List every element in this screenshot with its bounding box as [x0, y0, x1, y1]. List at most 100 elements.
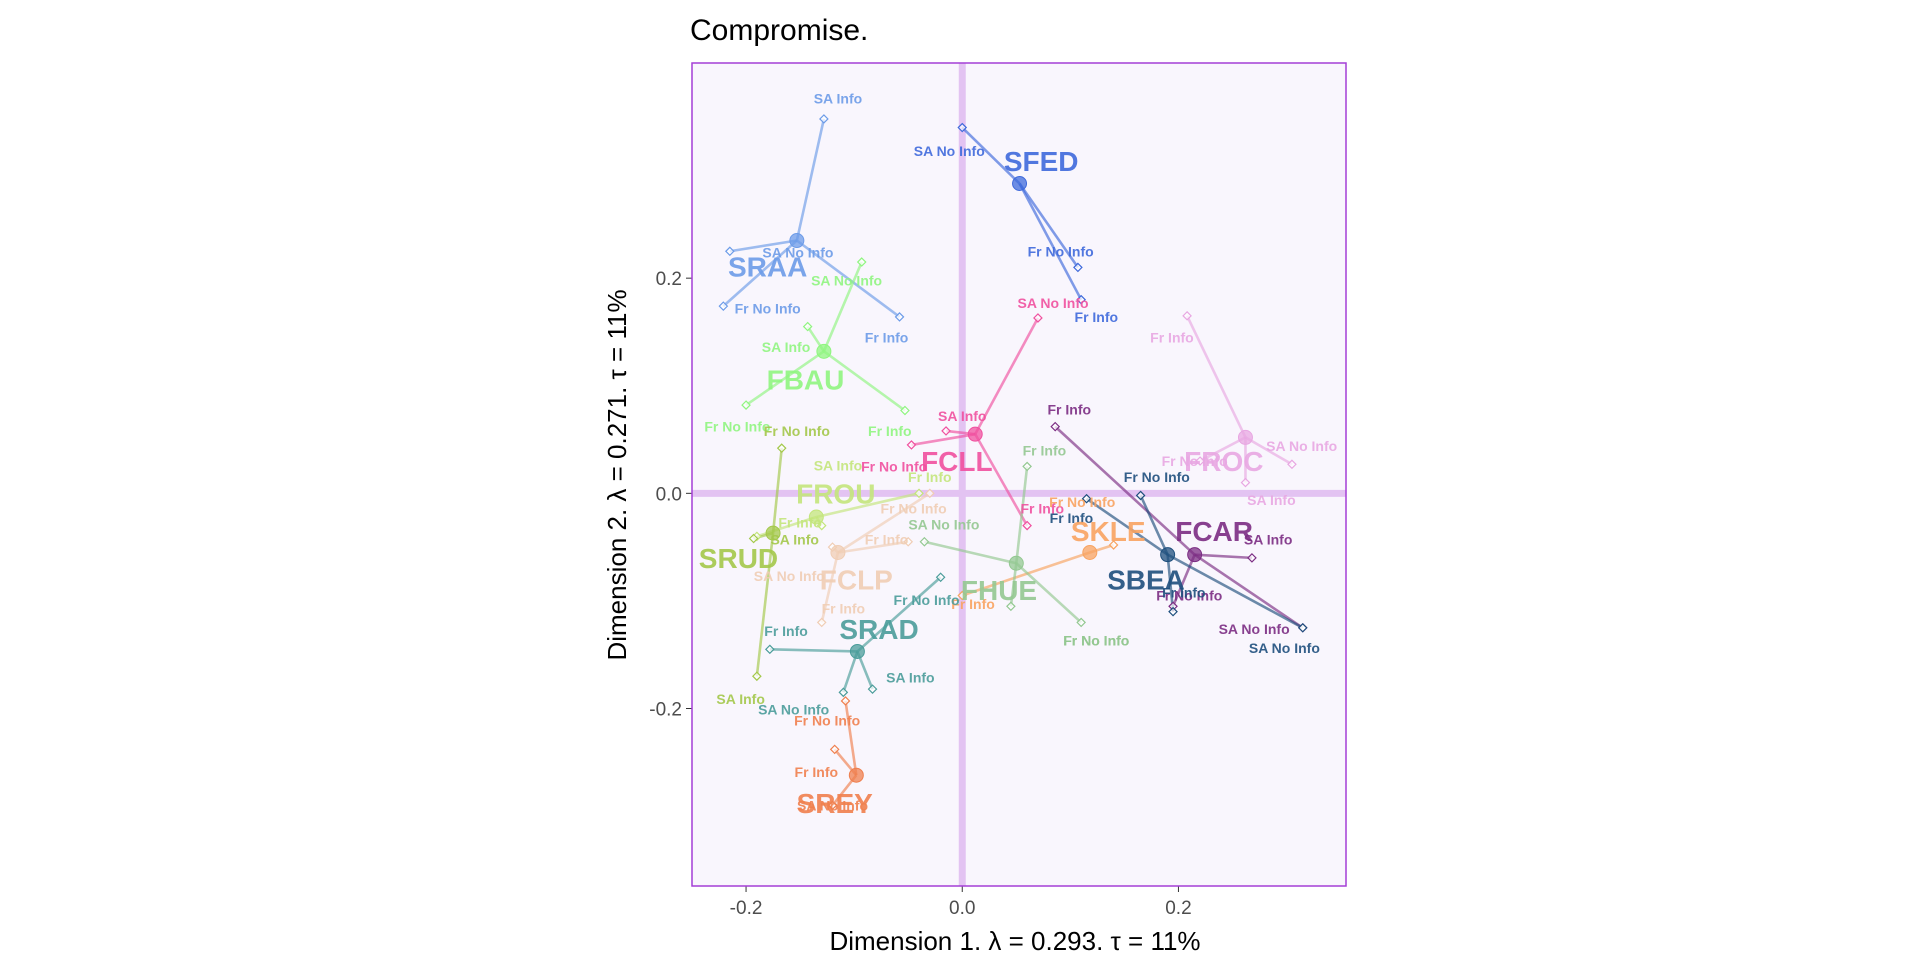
partial-segment	[837, 492, 931, 554]
chart-title: Compromise.	[690, 14, 868, 47]
partial-point	[752, 671, 762, 682]
partial-segment	[1166, 554, 1175, 612]
partial-point	[1076, 617, 1087, 628]
x-axis-title: Dimension 1. λ = 0.293. τ = 11%	[829, 926, 1200, 956]
partial-point-label: Fr Info	[764, 623, 808, 639]
partial-segment	[974, 433, 1029, 527]
group-center-point	[1008, 555, 1024, 571]
partial-point	[941, 426, 951, 436]
partial-segment	[1139, 494, 1169, 556]
partial-segment	[844, 700, 858, 776]
partial-point-label: Fr No Info	[1063, 633, 1129, 649]
group-centers	[765, 175, 1253, 783]
group-label: FHUE	[961, 575, 1037, 606]
x-tick-label: -0.2	[730, 898, 763, 919]
partial-point	[1135, 490, 1146, 501]
partial-point	[957, 590, 968, 601]
partial-point	[829, 744, 840, 755]
partial-point-label: Fr No Info	[735, 300, 801, 316]
partial-segment	[1015, 562, 1083, 624]
group-label: FBAU	[767, 364, 845, 395]
partial-point-label: SA Info	[938, 408, 986, 424]
partial-point-label: SA No Info	[797, 797, 868, 813]
group-center-point	[765, 525, 781, 541]
group-label: SKLE	[1071, 516, 1146, 547]
partial-point	[840, 696, 851, 706]
partial-point-label: SA Info	[886, 669, 934, 685]
partial-segment	[1185, 315, 1247, 438]
partial-segment	[816, 492, 920, 519]
partial-segment	[974, 317, 1040, 435]
group-label: FCLP	[820, 564, 893, 595]
partial-segment	[1193, 553, 1304, 629]
partial-point-label: SA No Info	[1249, 640, 1320, 656]
origin-lines	[692, 63, 1346, 886]
partial-segment	[1018, 182, 1083, 301]
partial-point	[935, 572, 946, 583]
partial-point-label: Fr No Info	[1049, 494, 1115, 510]
partial-point-label: Fr Info	[1020, 500, 1064, 516]
partial-point-label: Fr Info	[1150, 329, 1194, 345]
partial-segment	[729, 239, 798, 253]
partial-point	[816, 617, 827, 628]
partial-segment	[837, 540, 909, 554]
group-label: FROC	[1184, 446, 1263, 477]
partial-segment	[1015, 466, 1029, 564]
group-label: FCAR	[1175, 516, 1253, 547]
partial-segment	[1194, 553, 1253, 560]
partial-point-label: Fr No Info	[1156, 588, 1222, 604]
group-label: SRAD	[839, 614, 918, 645]
plot-border	[691, 62, 1347, 887]
partial-point-label: SA No Info	[762, 244, 833, 260]
partial-point	[1050, 421, 1061, 432]
partial-point	[816, 520, 827, 531]
partial-point-label: Fr No Info	[1028, 243, 1094, 259]
partial-segment	[755, 532, 775, 677]
partial-point	[957, 122, 968, 133]
partial-segment	[961, 551, 1091, 597]
partial-point-label: SA No Info	[754, 568, 825, 584]
partial-point-label: Fr Info	[865, 532, 909, 548]
group-center-point	[849, 643, 865, 659]
partial-point	[1073, 262, 1083, 273]
group-center-point	[830, 544, 846, 560]
partial-point-label: Fr Info	[868, 423, 912, 439]
partial-point-label: Fr Info	[951, 596, 995, 612]
partial-point	[1006, 601, 1016, 612]
partial-segment	[961, 126, 1021, 185]
partial-segment	[796, 239, 901, 318]
partial-point	[819, 114, 829, 124]
partial-point-label: Fr Info	[1075, 309, 1119, 325]
partial-segment	[769, 648, 858, 653]
partial-point	[894, 312, 905, 322]
partial-point	[718, 301, 729, 311]
x-tick-label: 0.2	[1165, 898, 1191, 919]
partial-point-label: Fr No Info	[894, 592, 960, 608]
partial-point-label: Fr No Info	[881, 500, 947, 516]
group-label: SBEA	[1107, 564, 1185, 595]
y-tick-label: 0.0	[656, 484, 682, 505]
partial-point	[900, 405, 910, 416]
partial-point	[1076, 294, 1087, 305]
partial-point	[1247, 553, 1257, 563]
partial-point	[1168, 606, 1178, 617]
partial-point	[764, 644, 775, 655]
partial-point-label: Fr No Info	[794, 712, 860, 728]
partial-segment	[722, 239, 798, 308]
partial-point-label: Fr No Info	[704, 419, 770, 435]
partial-point-label: Fr No Info	[1124, 469, 1190, 485]
group-center-point	[1160, 547, 1176, 563]
group-labels: SFED SRAA FBAU FCLL FROC FCAR SBEA SKLE FHUE FROU…	[699, 146, 1264, 819]
partial-point	[802, 321, 813, 332]
axis-ticks: -0.2 0.0 0.2 -0.2 0.0 0.2	[649, 269, 1191, 919]
partial-point-label: Fr Info	[1023, 442, 1067, 458]
partial-segment	[1085, 497, 1169, 556]
partial-point-label: Fr No Info	[1162, 453, 1228, 469]
partial-point-label: SA No Info	[1018, 295, 1089, 311]
group-center-point	[1237, 429, 1253, 445]
group-center-point	[1082, 544, 1098, 560]
y-axis-title: Dimension 2. λ = 0.271. τ = 11%	[602, 289, 632, 660]
partial-segment	[823, 350, 906, 412]
